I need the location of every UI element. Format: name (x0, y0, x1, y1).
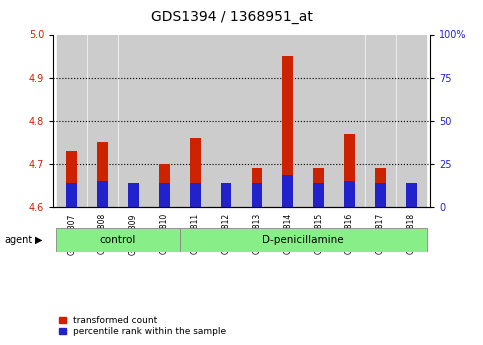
Bar (180, 228, 427, 252)
Bar (211, 34, 241, 207)
Bar (406, 183, 417, 207)
Bar (366, 34, 395, 207)
Text: agent: agent (5, 235, 33, 245)
Bar (313, 183, 324, 207)
Text: D-penicillamine: D-penicillamine (262, 235, 344, 245)
Bar (375, 168, 386, 207)
Bar (375, 183, 386, 207)
Bar (56, 228, 180, 252)
Bar (190, 138, 200, 207)
Text: control: control (100, 235, 136, 245)
Bar (128, 183, 139, 207)
Bar (149, 34, 179, 207)
Bar (128, 192, 139, 207)
Bar (344, 134, 355, 207)
Bar (313, 168, 324, 207)
Bar (252, 183, 262, 207)
Bar (119, 34, 148, 207)
Bar (406, 183, 417, 207)
Bar (283, 175, 293, 207)
Bar (273, 34, 303, 207)
Bar (159, 164, 170, 207)
Bar (66, 183, 77, 207)
Bar (252, 168, 262, 207)
Text: GDS1394 / 1368951_at: GDS1394 / 1368951_at (151, 10, 313, 24)
Bar (180, 34, 210, 207)
Bar (283, 56, 293, 207)
Bar (242, 34, 272, 207)
Bar (159, 183, 170, 207)
Bar (397, 34, 426, 207)
Bar (66, 151, 77, 207)
Bar (97, 142, 108, 207)
Text: ▶: ▶ (35, 235, 43, 245)
Bar (221, 196, 231, 207)
Bar (190, 183, 200, 207)
Bar (304, 34, 334, 207)
Bar (221, 183, 231, 207)
Bar (88, 34, 117, 207)
Legend: transformed count, percentile rank within the sample: transformed count, percentile rank withi… (57, 315, 227, 337)
Bar (97, 181, 108, 207)
Bar (57, 34, 86, 207)
Bar (335, 34, 364, 207)
Bar (344, 181, 355, 207)
